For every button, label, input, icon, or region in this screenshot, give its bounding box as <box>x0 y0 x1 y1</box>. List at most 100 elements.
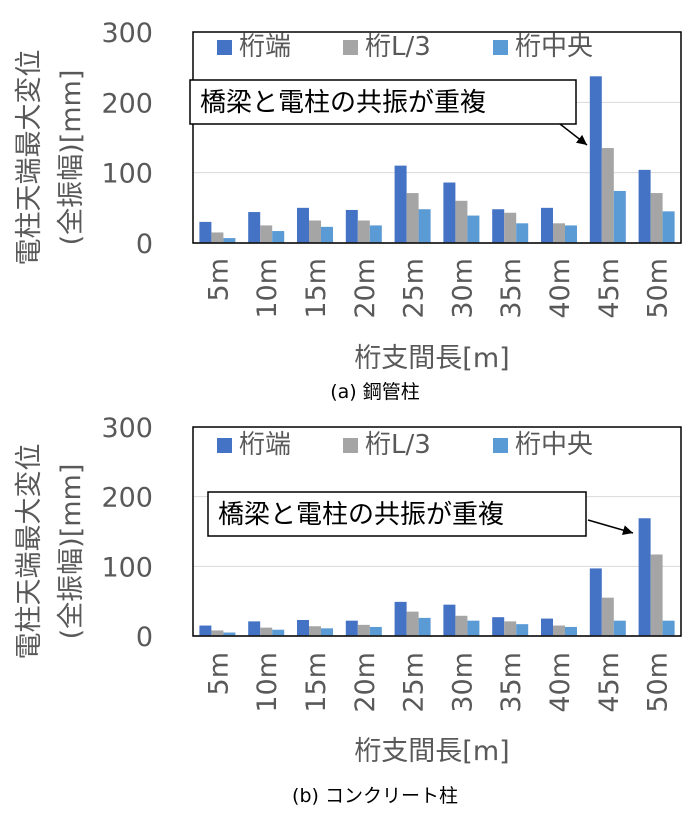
y-axis-title-line2-b: (全振幅)[mm] <box>56 464 87 640</box>
x-tick-label: 45m <box>594 652 625 713</box>
y-axis-title-line1-b: 電柱天端最大変位 <box>14 444 45 660</box>
bar <box>248 621 261 636</box>
bar <box>223 632 236 636</box>
chart-panel-b: 0 100 200 300 5m 10m 15m 20m 25m 30m 35m 40m 45m 50m… <box>0 400 698 815</box>
plot-border-a <box>192 31 682 244</box>
bar <box>272 231 285 243</box>
bar <box>248 212 261 243</box>
x-tick-label: 30m <box>447 258 478 319</box>
annotation-arrowhead <box>622 525 633 536</box>
bar <box>613 190 626 243</box>
chart-panel-a: 0 100 200 300 5m 10m 15m 20m 25m 30m 35m 40m 45m 50m… <box>14 18 682 403</box>
bar <box>406 611 419 636</box>
bar <box>638 518 651 636</box>
y-tick-label: 300 <box>101 18 153 49</box>
bar <box>650 193 663 243</box>
x-tick-label: 35m <box>496 258 527 319</box>
bar <box>467 215 480 243</box>
x-ticks-a: 5m 10m 15m 20m 25m 30m 35m 40m 45m 50m <box>203 258 673 319</box>
bar <box>492 617 505 636</box>
bar <box>394 601 407 636</box>
bar <box>418 209 431 243</box>
bar <box>541 618 553 636</box>
bar <box>492 209 505 243</box>
bar <box>211 630 224 636</box>
x-ticks-b: 5m 10m 15m 20m 25m 30m 35m 40m 45m 50m <box>203 652 673 713</box>
bar <box>589 76 602 243</box>
annotation-text: 橋梁と電柱の共振が重複 <box>218 500 504 530</box>
x-tick-label: 30m <box>447 652 478 713</box>
y-tick-label: 100 <box>101 159 153 190</box>
bar <box>345 209 358 243</box>
y-tick-label: 300 <box>101 413 153 444</box>
bar <box>662 211 675 243</box>
legend-swatch <box>343 40 358 55</box>
bar <box>455 615 468 636</box>
x-tick-label: 20m <box>350 652 381 713</box>
x-axis-title-a: 桁支間長[m] <box>354 343 509 374</box>
x-tick-label: 25m <box>399 258 430 319</box>
bar <box>309 626 321 636</box>
x-tick-label: 15m <box>301 652 332 713</box>
caption-a: (a) 鋼管柱 <box>330 381 420 403</box>
legend-a: 桁端 桁L/3 桁中央 <box>217 32 593 62</box>
bar <box>260 225 273 243</box>
bar <box>321 226 333 243</box>
x-tick-label: 50m <box>643 258 674 319</box>
annotation-text: 橋梁と電柱の共振が重複 <box>200 88 486 118</box>
bar <box>369 225 382 243</box>
bar <box>613 620 626 636</box>
y-tick-label: 100 <box>101 552 153 583</box>
annotation-box <box>189 79 577 125</box>
bar <box>199 625 212 636</box>
annotation-arrowhead <box>576 134 587 145</box>
bar <box>394 165 407 243</box>
x-tick-label: 35m <box>496 652 527 713</box>
bar <box>345 620 358 636</box>
bar <box>662 620 675 636</box>
bar <box>541 207 553 243</box>
legend-swatch <box>343 438 358 453</box>
bar <box>211 232 224 243</box>
bar <box>272 629 285 636</box>
bar <box>357 220 370 243</box>
bar <box>516 624 529 636</box>
plot-border-b <box>192 426 682 637</box>
bar <box>589 568 602 636</box>
legend-label: 桁L/3 <box>365 430 431 460</box>
bar <box>455 200 468 243</box>
y-tick-label: 200 <box>101 88 153 119</box>
x-tick-label: 25m <box>399 652 430 713</box>
annotation-a: 橋梁と電柱の共振が重複 <box>189 79 588 146</box>
bars-b <box>199 518 675 636</box>
x-tick-label: 15m <box>301 258 332 319</box>
bars-a <box>199 76 675 243</box>
bar <box>199 221 212 243</box>
bar <box>260 627 273 636</box>
bar <box>321 628 333 636</box>
x-tick-label: 45m <box>594 258 625 319</box>
annotation-box <box>207 491 587 537</box>
legend-label: 桁中央 <box>515 430 593 460</box>
bar <box>553 625 565 636</box>
y-axis-title-line2-a: (全振幅)[mm] <box>56 70 87 246</box>
bar <box>553 223 565 243</box>
caption-b: (b) コンクリート柱 <box>292 785 458 807</box>
legend-swatch <box>493 40 508 55</box>
legend-label: 桁L/3 <box>365 32 431 62</box>
legend-label: 桁端 <box>239 430 291 460</box>
bar <box>309 220 321 243</box>
legend-label: 桁中央 <box>515 32 593 62</box>
x-tick-label: 40m <box>545 258 576 319</box>
bar <box>516 223 529 243</box>
x-tick-label: 5m <box>203 652 234 695</box>
bar <box>504 621 517 636</box>
bar <box>650 554 663 636</box>
x-tick-label: 50m <box>643 652 674 713</box>
bar <box>223 238 236 243</box>
bar <box>369 626 382 636</box>
legend-swatch <box>217 438 232 453</box>
bar <box>467 620 480 636</box>
x-axis-title-b: 桁支間長[m] <box>354 736 509 767</box>
bar <box>638 169 651 243</box>
